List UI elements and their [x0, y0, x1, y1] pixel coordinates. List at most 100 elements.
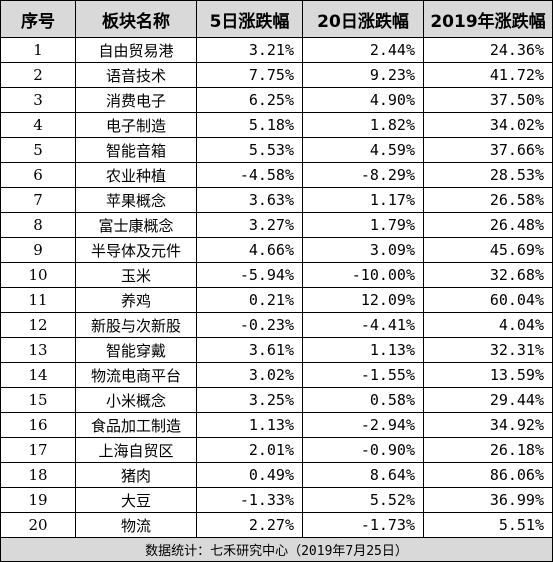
sector-name: 智能穿戴	[75, 337, 197, 363]
change-20day: 0.58%	[302, 387, 424, 413]
row-index: 9	[0, 237, 76, 263]
table-row: 19 大豆 -1.33% 5.52% 36.99%	[0, 487, 553, 513]
change-5day: -5.94%	[196, 262, 303, 288]
change-2019: 28.53%	[423, 162, 553, 188]
change-2019: 32.68%	[423, 262, 553, 288]
row-index: 10	[0, 262, 76, 288]
change-20day: 12.09%	[302, 287, 424, 313]
change-2019: 24.36%	[423, 37, 553, 63]
row-index: 1	[0, 37, 76, 63]
change-2019: 32.31%	[423, 337, 553, 363]
change-2019: 26.48%	[423, 212, 553, 238]
change-5day: -1.33%	[196, 487, 303, 513]
footer-row: 数据统计：七禾研究中心（2019年7月25日）	[0, 537, 553, 562]
change-20day: 5.52%	[302, 487, 424, 513]
sector-name: 养鸡	[75, 287, 197, 313]
change-20day: 1.13%	[302, 337, 424, 363]
sector-name: 上海自贸区	[75, 437, 197, 463]
change-20day: 2.44%	[302, 37, 424, 63]
change-20day: -4.41%	[302, 312, 424, 338]
change-5day: 7.75%	[196, 62, 303, 88]
sector-name: 新股与次新股	[75, 312, 197, 338]
change-20day: 3.09%	[302, 237, 424, 263]
change-20day: 8.64%	[302, 462, 424, 488]
sector-name: 玉米	[75, 262, 197, 288]
sector-name: 自由贸易港	[75, 37, 197, 63]
change-5day: 3.27%	[196, 212, 303, 238]
row-index: 17	[0, 437, 76, 463]
sector-name: 农业种植	[75, 162, 197, 188]
row-index: 19	[0, 487, 76, 513]
row-index: 20	[0, 512, 76, 538]
change-5day: 3.21%	[196, 37, 303, 63]
sector-name: 消费电子	[75, 87, 197, 113]
table-row: 11 养鸡 0.21% 12.09% 60.04%	[0, 287, 553, 313]
change-20day: 1.17%	[302, 187, 424, 213]
change-5day: 1.13%	[196, 412, 303, 438]
change-5day: 0.21%	[196, 287, 303, 313]
change-5day: 3.25%	[196, 387, 303, 413]
sector-name: 小米概念	[75, 387, 197, 413]
change-2019: 37.50%	[423, 87, 553, 113]
table-row: 18 猪肉 0.49% 8.64% 86.06%	[0, 462, 553, 488]
row-index: 14	[0, 362, 76, 388]
table-row: 3 消费电子 6.25% 4.90% 37.50%	[0, 87, 553, 113]
change-2019: 29.44%	[423, 387, 553, 413]
row-index: 11	[0, 287, 76, 313]
change-2019: 26.58%	[423, 187, 553, 213]
change-5day: 6.25%	[196, 87, 303, 113]
change-5day: 5.53%	[196, 137, 303, 163]
change-20day: -10.00%	[302, 262, 424, 288]
row-index: 3	[0, 87, 76, 113]
table-row: 9 半导体及元件 4.66% 3.09% 45.69%	[0, 237, 553, 263]
row-index: 18	[0, 462, 76, 488]
change-5day: -0.23%	[196, 312, 303, 338]
sector-name: 猪肉	[75, 462, 197, 488]
change-20day: 1.79%	[302, 212, 424, 238]
row-index: 8	[0, 212, 76, 238]
table-row: 13 智能穿戴 3.61% 1.13% 32.31%	[0, 337, 553, 363]
sector-name: 苹果概念	[75, 187, 197, 213]
table-row: 20 物流 2.27% -1.73% 5.51%	[0, 512, 553, 538]
row-index: 15	[0, 387, 76, 413]
table-row: 1 自由贸易港 3.21% 2.44% 24.36%	[0, 37, 553, 63]
table-row: 15 小米概念 3.25% 0.58% 29.44%	[0, 387, 553, 413]
row-index: 7	[0, 187, 76, 213]
change-2019: 4.04%	[423, 312, 553, 338]
row-index: 13	[0, 337, 76, 363]
row-index: 4	[0, 112, 76, 138]
change-5day: -4.58%	[196, 162, 303, 188]
change-20day: -1.55%	[302, 362, 424, 388]
data-source-note: 数据统计：七禾研究中心（2019年7月25日）	[0, 537, 553, 562]
table-row: 16 食品加工制造 1.13% -2.94% 34.92%	[0, 412, 553, 438]
change-20day: 1.82%	[302, 112, 424, 138]
change-20day: -2.94%	[302, 412, 424, 438]
header-index: 序号	[0, 0, 76, 38]
table-row: 14 物流电商平台 3.02% -1.55% 13.59%	[0, 362, 553, 388]
change-2019: 37.66%	[423, 137, 553, 163]
change-2019: 34.02%	[423, 112, 553, 138]
change-5day: 3.61%	[196, 337, 303, 363]
change-5day: 2.01%	[196, 437, 303, 463]
change-5day: 4.66%	[196, 237, 303, 263]
change-20day: -1.73%	[302, 512, 424, 538]
change-20day: 4.90%	[302, 87, 424, 113]
table-row: 2 语音技术 7.75% 9.23% 41.72%	[0, 62, 553, 88]
table-row: 5 智能音箱 5.53% 4.59% 37.66%	[0, 137, 553, 163]
change-2019: 26.18%	[423, 437, 553, 463]
table-row: 7 苹果概念 3.63% 1.17% 26.58%	[0, 187, 553, 213]
change-20day: 9.23%	[302, 62, 424, 88]
change-2019: 34.92%	[423, 412, 553, 438]
sector-name: 食品加工制造	[75, 412, 197, 438]
change-2019: 86.06%	[423, 462, 553, 488]
table-header: 序号 板块名称 5日涨跌幅 20日涨跌幅 2019年涨跌幅	[0, 0, 553, 38]
table-row: 4 电子制造 5.18% 1.82% 34.02%	[0, 112, 553, 138]
change-20day: 4.59%	[302, 137, 424, 163]
sector-name: 电子制造	[75, 112, 197, 138]
sector-name: 半导体及元件	[75, 237, 197, 263]
change-2019: 5.51%	[423, 512, 553, 538]
sector-name: 智能音箱	[75, 137, 197, 163]
header-sector-name: 板块名称	[75, 0, 197, 38]
